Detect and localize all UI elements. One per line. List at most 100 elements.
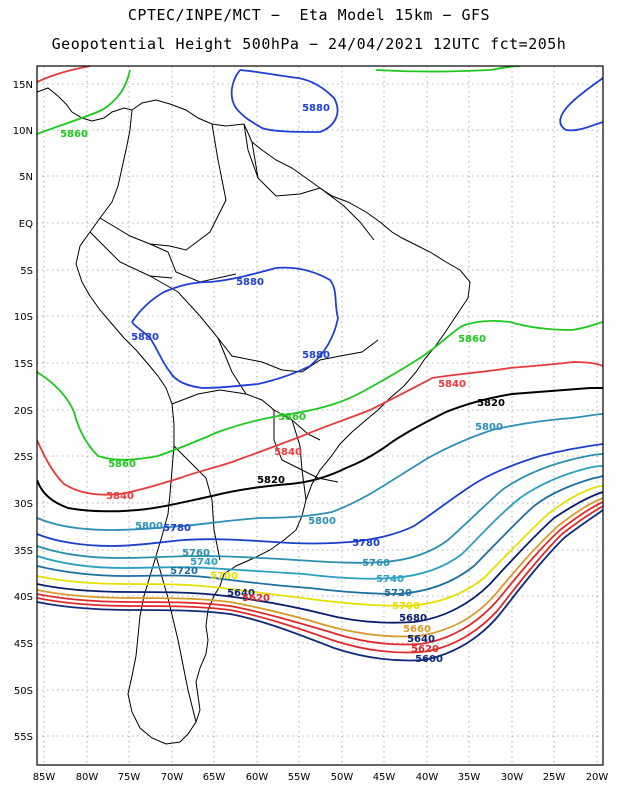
contour-5660 xyxy=(37,497,603,638)
contour-label: 5820 xyxy=(257,475,285,486)
contour-5860-main xyxy=(37,319,603,461)
contour-5840-main xyxy=(37,361,603,496)
grid-lines xyxy=(37,66,603,765)
country-border xyxy=(301,469,339,483)
lon-tick-label: 40W xyxy=(416,772,439,783)
contour-label: 5680 xyxy=(399,613,427,624)
lon-tick-label: 65W xyxy=(203,772,226,783)
lon-tick-label: 35W xyxy=(458,772,481,783)
lat-tick-label: 15N xyxy=(13,80,33,91)
country-border xyxy=(273,410,303,471)
contour-label: 5840 xyxy=(438,379,466,390)
contour-5880-atlantic xyxy=(559,77,603,132)
longitude-axis: 85W 80W 75W 70W 65W 60W 55W 50W 45W 40W … xyxy=(33,772,609,783)
lon-tick-label: 20W xyxy=(586,772,609,783)
contour-5760 xyxy=(37,453,603,564)
lat-tick-label: 5N xyxy=(19,172,33,183)
contour-5680 xyxy=(37,491,603,624)
contour-label: 5860 xyxy=(278,412,306,423)
country-border xyxy=(281,339,379,373)
country-border xyxy=(251,141,321,197)
contour-label: 5720 xyxy=(384,588,412,599)
contour-5800 xyxy=(37,413,603,531)
country-border xyxy=(319,187,375,241)
lon-tick-label: 80W xyxy=(76,772,99,783)
contour-label: 5780 xyxy=(352,538,380,549)
lat-tick-label: 5S xyxy=(20,266,33,277)
lon-tick-label: 85W xyxy=(33,772,56,783)
contour-5880-caribbean xyxy=(230,69,339,133)
lat-tick-label: EQ xyxy=(19,219,33,230)
contour-label: 5880 xyxy=(302,350,330,361)
country-border xyxy=(243,123,259,179)
latitude-axis: 15N 10N 5N EQ 5S 10S 15S 20S 25S 30S 35S… xyxy=(13,80,33,743)
lon-tick-label: 75W xyxy=(118,772,141,783)
contour-label: 5700 xyxy=(210,571,238,582)
contour-5740 xyxy=(37,465,603,580)
contour-label: 5880 xyxy=(236,277,264,288)
lat-tick-label: 40S xyxy=(14,592,33,603)
contour-label: 5820 xyxy=(477,398,505,409)
contour-5640 xyxy=(37,501,603,646)
country-border xyxy=(149,123,227,251)
contour-label: 5660 xyxy=(403,624,431,635)
country-border xyxy=(155,555,197,723)
contour-label: 5640 xyxy=(407,634,435,645)
south-america-coast xyxy=(75,99,471,745)
coastlines xyxy=(37,87,471,745)
lon-tick-label: 45W xyxy=(373,772,396,783)
contour-label: 5740 xyxy=(376,574,404,585)
contour-5820 xyxy=(37,386,603,513)
map-frame xyxy=(36,65,604,766)
contour-label: 5860 xyxy=(108,459,136,470)
lat-tick-label: 35S xyxy=(14,546,33,557)
contour-label: 5880 xyxy=(131,332,159,343)
lon-tick-label: 55W xyxy=(288,772,311,783)
lat-tick-label: 45S xyxy=(14,639,33,650)
contour-label: 5780 xyxy=(163,523,191,534)
lon-tick-label: 25W xyxy=(543,772,566,783)
lat-tick-label: 30S xyxy=(14,499,33,510)
contour-5860-north-east xyxy=(375,66,521,73)
contour-label: 5760 xyxy=(182,548,210,559)
lat-tick-label: 15S xyxy=(14,359,33,370)
contour-5840-north xyxy=(37,66,91,83)
contour-5620 xyxy=(37,505,603,654)
contour-label: 5720 xyxy=(170,566,198,577)
country-border xyxy=(99,217,169,253)
contour-5720 xyxy=(37,475,603,595)
country-border xyxy=(217,337,247,395)
lon-tick-label: 30W xyxy=(501,772,524,783)
contour-5880-amazon xyxy=(131,266,339,389)
lat-tick-label: 20S xyxy=(14,406,33,417)
map-subtitle: Geopotential Height 500hPa − 24/04/2021 … xyxy=(51,35,567,53)
contour-labels: 5880 5880 5880 5880 5880 5860 5860 5860 … xyxy=(60,103,505,665)
contour-label: 5860 xyxy=(60,129,88,140)
lat-tick-label: 10N xyxy=(13,126,33,137)
contour-label: 5760 xyxy=(362,558,390,569)
contour-label: 5640 xyxy=(227,588,255,599)
contour-label: 5700 xyxy=(392,601,420,612)
contour-label: 5840 xyxy=(106,491,134,502)
lon-tick-label: 70W xyxy=(161,772,184,783)
map-title: CPTEC/INPE/MCT − Eta Model 15km − GFS xyxy=(127,6,491,24)
lon-tick-label: 60W xyxy=(246,772,269,783)
country-border xyxy=(167,251,237,283)
contour-label: 5880 xyxy=(302,103,330,114)
contour-label: 5600 xyxy=(415,654,443,665)
contour-label: 5840 xyxy=(274,447,302,458)
contour-5700 xyxy=(37,485,603,607)
height-contours xyxy=(37,66,603,662)
contour-label: 5800 xyxy=(135,521,163,532)
country-border xyxy=(291,419,307,501)
contour-5860-north xyxy=(37,69,131,135)
country-border xyxy=(173,445,221,561)
contour-label: 5800 xyxy=(475,422,503,433)
lat-tick-label: 10S xyxy=(14,312,33,323)
contour-label: 5860 xyxy=(458,334,486,345)
contour-5780 xyxy=(37,443,603,547)
lat-tick-label: 55S xyxy=(14,732,33,743)
lat-tick-label: 50S xyxy=(14,686,33,697)
lat-tick-label: 25S xyxy=(14,452,33,463)
